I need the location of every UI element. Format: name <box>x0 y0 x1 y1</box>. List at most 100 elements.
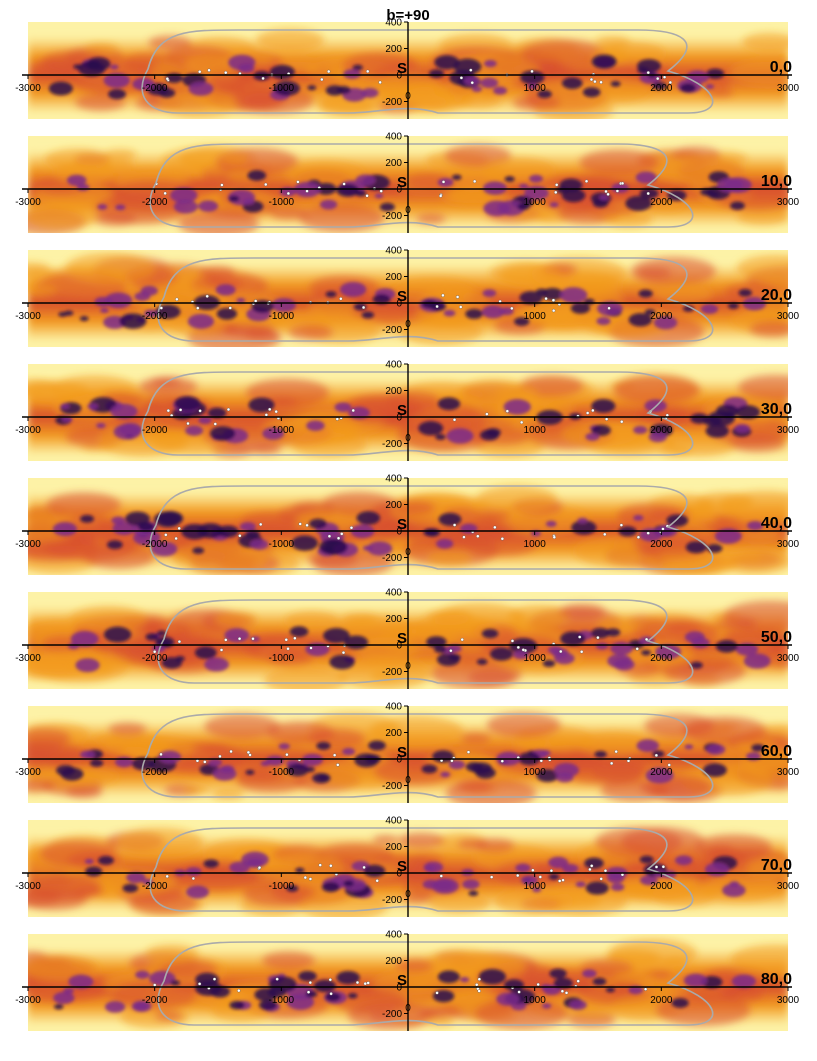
panel-6: -3000 -2000 -1000 1000 2000 3000-2000200400S0… <box>15 702 800 803</box>
y-tick-label: 0 <box>396 413 402 424</box>
origin-marker: 0 <box>405 205 411 216</box>
x-tick-label: 3000 <box>777 995 800 1006</box>
x-tick-label: 2000 <box>650 881 673 892</box>
chart-title: b=+90 <box>386 7 429 24</box>
dense-regions <box>53 968 756 1013</box>
contour-outline <box>149 143 694 228</box>
x-tick-label: -2000 <box>142 767 168 778</box>
x-tick-label: -3000 <box>15 881 41 892</box>
panel-1: -3000 -2000 -1000 1000 2000 3000-2000200400S0… <box>15 132 800 233</box>
panel-0: -3000 -2000 -1000 1000 2000 3000-2000200400S0… <box>15 18 800 119</box>
x-tick-label: -3000 <box>15 311 41 322</box>
x-tick-label: 1000 <box>524 311 547 322</box>
x-tick-label: 1000 <box>524 539 547 550</box>
panel-label: 40,0 <box>761 515 792 532</box>
origin-marker: 0 <box>405 433 411 444</box>
x-tick-label: 1000 <box>524 881 547 892</box>
dense-regions <box>55 396 761 444</box>
y-tick-label: 0 <box>396 299 402 310</box>
panel-2: -3000 -2000 -1000 1000 2000 3000-2000200400S0… <box>15 246 800 347</box>
x-tick-label: -1000 <box>269 881 295 892</box>
star-points <box>159 749 671 767</box>
x-tick-label: 1000 <box>524 653 547 664</box>
x-tick-label: 2000 <box>650 311 673 322</box>
contour-outline <box>157 257 714 342</box>
contour-outline <box>141 713 714 798</box>
x-tick-label: -1000 <box>269 425 295 436</box>
x-tick-label: 1000 <box>524 767 547 778</box>
x-tick-label: -3000 <box>15 995 41 1006</box>
x-tick-label: 1000 <box>524 425 547 436</box>
panel-label: 30,0 <box>761 401 792 418</box>
y-tick-label: 200 <box>385 272 402 283</box>
x-tick-label: -1000 <box>269 311 295 322</box>
x-tick-label: -3000 <box>15 653 41 664</box>
x-tick-label: 1000 <box>524 197 547 208</box>
panel-label: 0,0 <box>770 59 792 76</box>
sun-marker: S <box>397 972 407 989</box>
y-tick-label: -200 <box>382 553 402 564</box>
x-tick-label: 1000 <box>524 995 547 1006</box>
y-tick-label: 400 <box>385 18 402 29</box>
y-tick-label: 200 <box>385 158 402 169</box>
origin-marker: 0 <box>405 1003 411 1014</box>
panel-5: -3000 -2000 -1000 1000 2000 3000-2000200400S0… <box>15 588 800 689</box>
y-tick-label: 400 <box>385 474 402 485</box>
panel-7: -3000 -2000 -1000 1000 2000 3000-2000200400S0… <box>15 816 800 917</box>
dense-regions <box>58 281 767 330</box>
origin-marker: 0 <box>405 91 411 102</box>
sun-marker: S <box>397 744 407 761</box>
x-tick-label: -1000 <box>269 539 295 550</box>
star-points <box>165 863 666 883</box>
y-tick-label: 200 <box>385 614 402 625</box>
panel-label: 20,0 <box>761 287 792 304</box>
y-tick-label: -200 <box>382 781 402 792</box>
sun-marker: S <box>397 516 407 533</box>
origin-marker: 0 <box>405 547 411 558</box>
x-tick-label: 2000 <box>650 767 673 778</box>
y-tick-label: -200 <box>382 895 402 906</box>
y-tick-label: 200 <box>385 842 402 853</box>
x-tick-label: -2000 <box>142 311 168 322</box>
y-tick-label: 400 <box>385 702 402 713</box>
x-tick-label: 2000 <box>650 425 673 436</box>
x-tick-label: -2000 <box>142 197 168 208</box>
x-tick-label: 3000 <box>777 197 800 208</box>
x-tick-label: -3000 <box>15 767 41 778</box>
x-tick-label: 3000 <box>777 881 800 892</box>
panel-label: 70,0 <box>761 857 792 874</box>
y-tick-label: 400 <box>385 246 402 257</box>
x-tick-label: -3000 <box>15 539 41 550</box>
x-tick-label: -2000 <box>142 539 168 550</box>
y-tick-label: 400 <box>385 132 402 143</box>
panel-8: -3000 -2000 -1000 1000 2000 3000-2000200400S0… <box>15 930 800 1031</box>
sun-marker: S <box>397 60 407 77</box>
x-tick-label: 3000 <box>777 653 800 664</box>
x-tick-label: 3000 <box>777 83 800 94</box>
origin-marker: 0 <box>405 889 411 900</box>
dense-regions <box>56 739 765 784</box>
contour-outline <box>149 827 694 912</box>
y-tick-label: 0 <box>396 71 402 82</box>
y-tick-label: 200 <box>385 44 402 55</box>
sun-marker: S <box>397 630 407 647</box>
x-tick-label: -2000 <box>142 881 168 892</box>
x-tick-label: 2000 <box>650 653 673 664</box>
y-tick-label: 0 <box>396 755 402 766</box>
y-tick-label: 0 <box>396 869 402 880</box>
y-tick-label: -200 <box>382 325 402 336</box>
origin-marker: 0 <box>405 661 411 672</box>
panel-label: 80,0 <box>761 971 792 988</box>
x-tick-label: -1000 <box>269 197 295 208</box>
y-tick-label: 200 <box>385 386 402 397</box>
contour-outline <box>149 485 714 570</box>
y-tick-label: 200 <box>385 500 402 511</box>
contour-outline <box>157 599 694 684</box>
panel-4: -3000 -2000 -1000 1000 2000 3000-2000200400S0… <box>15 474 800 575</box>
x-tick-label: 3000 <box>777 767 800 778</box>
sun-marker: S <box>397 402 407 419</box>
x-tick-label: -3000 <box>15 425 41 436</box>
x-tick-label: 2000 <box>650 539 673 550</box>
x-tick-label: -3000 <box>15 197 41 208</box>
